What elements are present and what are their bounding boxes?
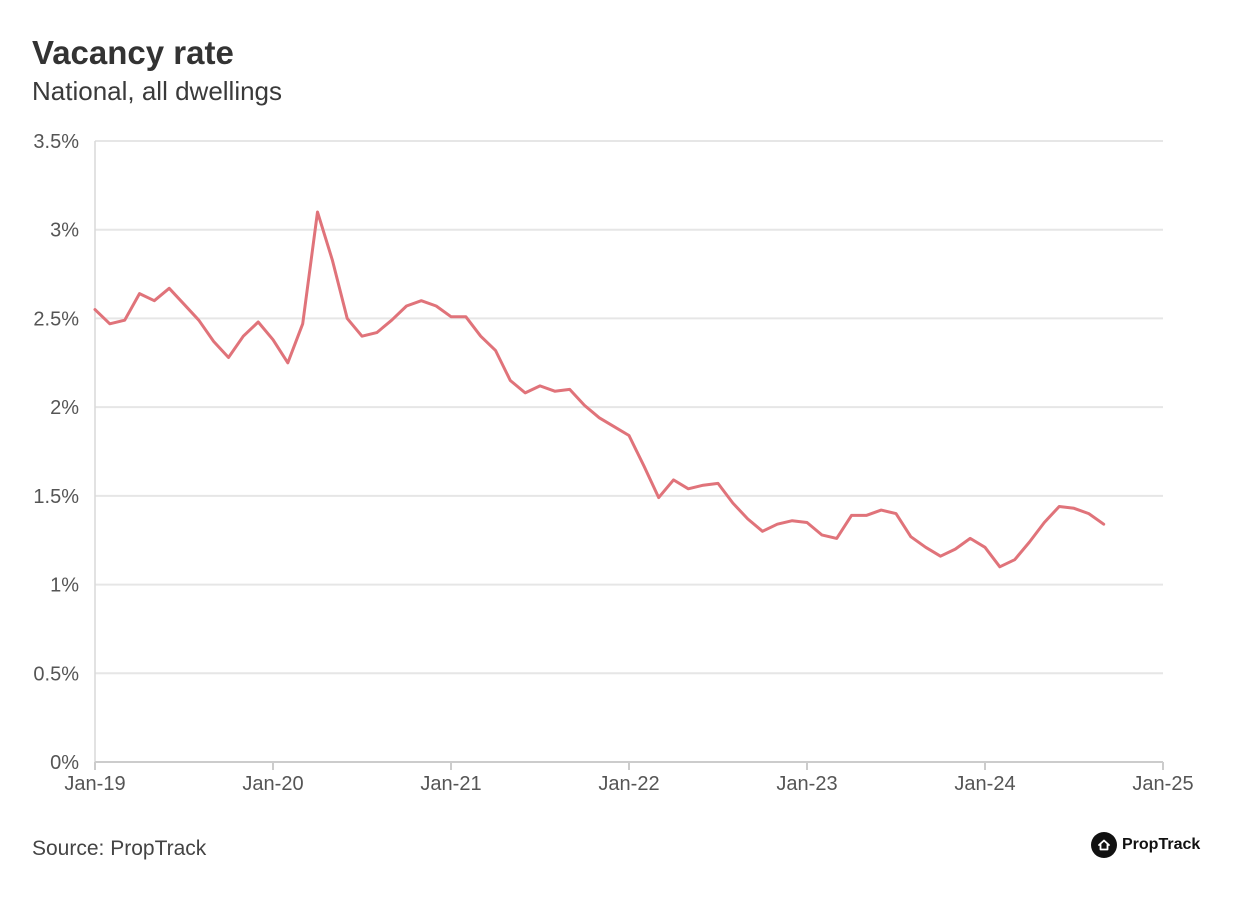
y-axis-tick-labels: 0% 0.5% 1% 1.5% 2% 2.5% 3% 3.5% [33, 131, 79, 774]
data-point [432, 302, 440, 310]
data-point [1100, 520, 1108, 528]
data-point [225, 353, 233, 361]
data-point [996, 563, 1004, 571]
data-point [833, 534, 841, 542]
data-point [343, 314, 351, 322]
data-point [403, 302, 411, 310]
data-point [447, 313, 455, 321]
data-point [314, 208, 322, 216]
data-point [195, 316, 203, 324]
data-point [551, 387, 559, 395]
data-point [907, 533, 915, 541]
data-point [655, 494, 663, 502]
y-tick-label: 3% [50, 220, 79, 242]
y-tick-label: 1% [50, 575, 79, 597]
data-point [684, 485, 692, 493]
source-note: Source: PropTrack [32, 837, 207, 860]
data-point [848, 511, 856, 519]
data-point [581, 401, 589, 409]
data-point [640, 462, 648, 470]
data-point [625, 432, 633, 440]
data-point [610, 423, 618, 431]
data-point [981, 543, 989, 551]
data-point [1055, 503, 1063, 511]
house-icon [1091, 832, 1117, 858]
data-point [536, 382, 544, 390]
data-point [699, 481, 707, 489]
data-point [818, 531, 826, 539]
data-point [136, 290, 144, 298]
data-point [165, 284, 173, 292]
x-tick-label: Jan-24 [954, 773, 1015, 795]
data-point [521, 389, 529, 397]
data-point [759, 527, 767, 535]
data-point [744, 515, 752, 523]
y-tick-label: 0% [50, 752, 79, 774]
y-tick-label: 2% [50, 397, 79, 419]
data-point [966, 534, 974, 542]
data-point [729, 499, 737, 507]
data-point [106, 320, 114, 328]
data-point [1011, 556, 1019, 564]
y-tick-label: 1.5% [33, 486, 79, 508]
data-point [773, 520, 781, 528]
data-point [358, 332, 366, 340]
data-point [150, 297, 158, 305]
x-tick-label: Jan-21 [420, 773, 481, 795]
data-point [180, 300, 188, 308]
x-tick-label: Jan-19 [64, 773, 125, 795]
data-point [951, 545, 959, 553]
data-point [877, 506, 885, 514]
data-point [417, 297, 425, 305]
y-tick-label: 2.5% [33, 308, 79, 330]
data-point [670, 476, 678, 484]
data-point [788, 517, 796, 525]
data-point [269, 336, 277, 344]
x-axis-tick-labels: Jan-19 Jan-20 Jan-21 Jan-22 Jan-23 Jan-24 Jan-… [64, 773, 1193, 795]
data-point [937, 552, 945, 560]
y-tick-label: 0.5% [33, 663, 79, 685]
data-point [566, 385, 574, 393]
data-point [121, 316, 129, 324]
data-point [284, 359, 292, 367]
data-point [328, 256, 336, 264]
axes [94, 141, 1164, 770]
y-tick-label: 3.5% [33, 131, 79, 153]
data-point [91, 306, 99, 314]
data-point [1085, 510, 1093, 518]
x-tick-label: Jan-22 [598, 773, 659, 795]
data-point [862, 511, 870, 519]
data-point [477, 332, 485, 340]
x-tick-label: Jan-25 [1132, 773, 1193, 795]
x-tick-label: Jan-20 [242, 773, 303, 795]
data-point [506, 377, 514, 385]
data-point [388, 316, 396, 324]
data-point [239, 332, 247, 340]
grid-lines [95, 140, 1163, 675]
series-layer [91, 208, 1108, 571]
data-point [254, 318, 262, 326]
chart-subtitle: National, all dwellings [32, 76, 283, 106]
data-point [1040, 518, 1048, 526]
data-point [714, 479, 722, 487]
data-point [892, 510, 900, 518]
chart-title: Vacancy rate [32, 34, 234, 71]
data-point [492, 346, 500, 354]
data-point [373, 329, 381, 337]
data-point [1026, 538, 1034, 546]
data-point [299, 320, 307, 328]
brand-name: PropTrack [1122, 836, 1201, 853]
data-point [922, 543, 930, 551]
data-point [1070, 504, 1078, 512]
brand-logo: PropTrack [1091, 832, 1200, 858]
x-tick-label: Jan-23 [776, 773, 837, 795]
line-chart: 0%0.5%1%1.5%2%2.5%3%3.5% Jan-19 Jan-20 Jan… [33, 131, 1193, 795]
data-point [462, 313, 470, 321]
data-point [595, 414, 603, 422]
data-point [210, 337, 218, 345]
data-point [803, 518, 811, 526]
series-line [93, 210, 1106, 569]
